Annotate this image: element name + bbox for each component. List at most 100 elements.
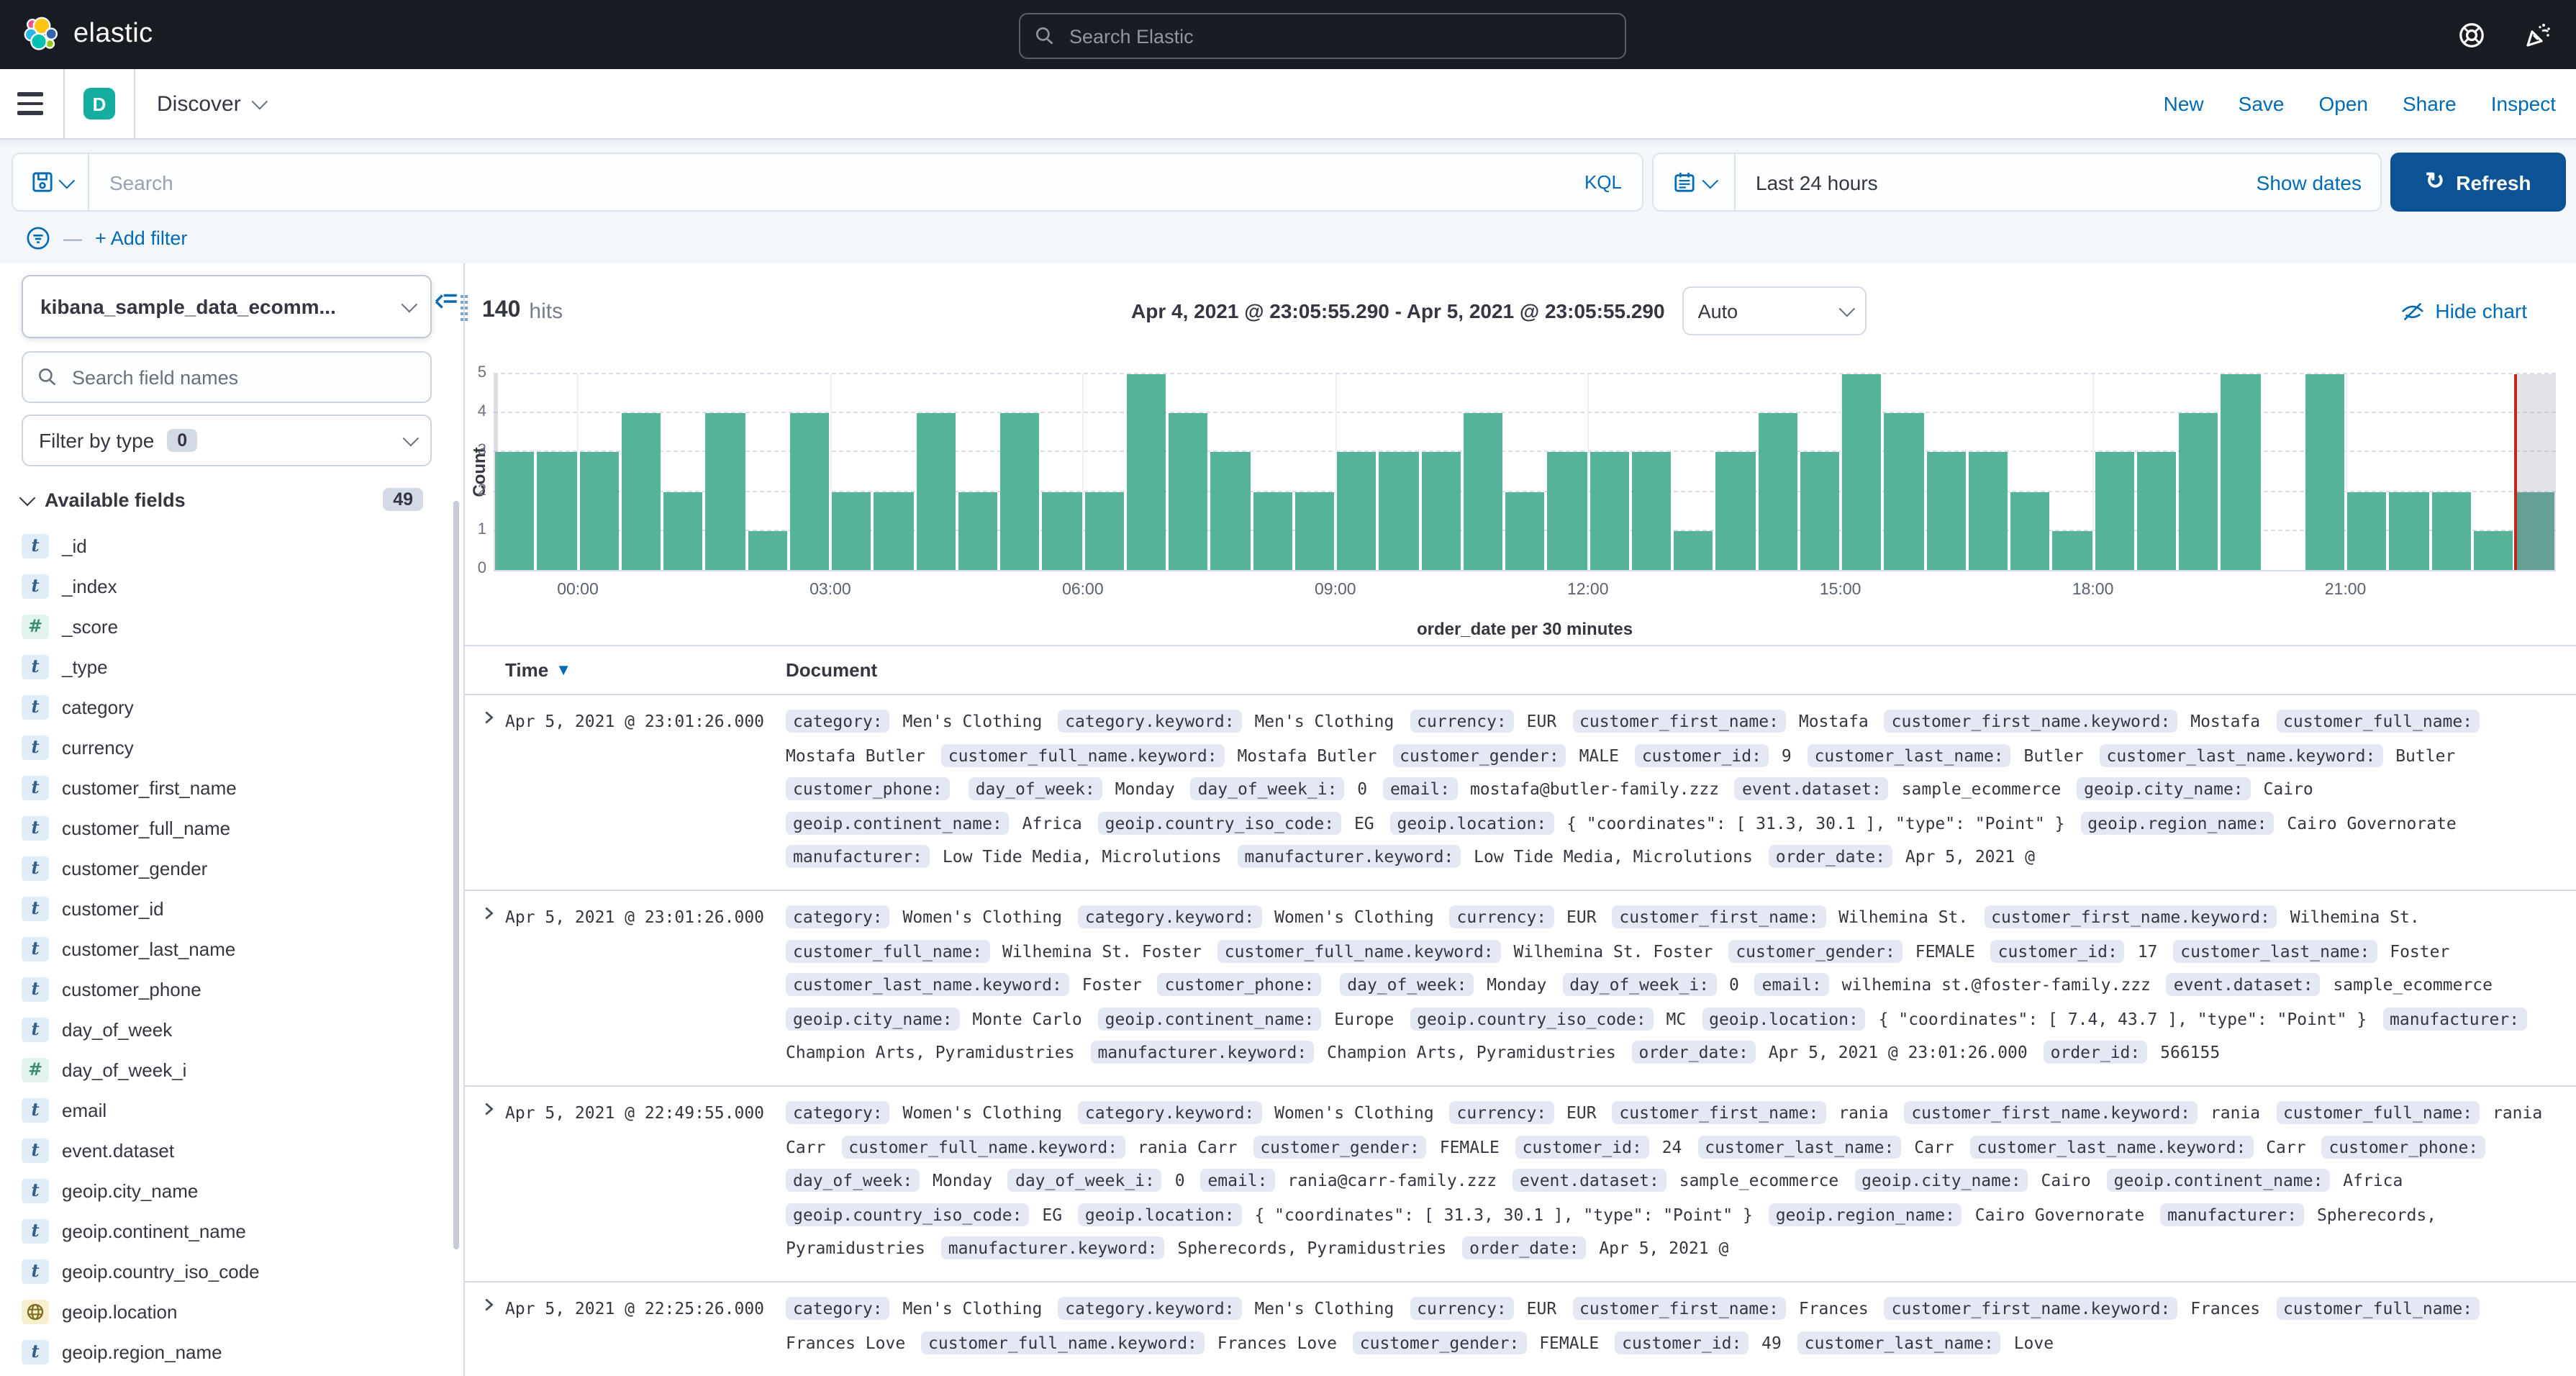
histogram-bar (1926, 452, 1966, 570)
sidebar-field-email[interactable]: t email (22, 1090, 432, 1130)
histogram-bar (1337, 452, 1377, 570)
field-value: Cairo (2253, 779, 2313, 799)
sidebar-field-_score[interactable]: # _score (22, 606, 432, 646)
sidebar-field-customer_full_name[interactable]: t customer_full_name (22, 807, 432, 848)
date-quick-select-button[interactable] (1654, 154, 1736, 210)
help-icon[interactable] (2458, 21, 2485, 48)
histogram-bar (663, 492, 703, 570)
query-input[interactable]: KQL (12, 153, 1643, 212)
row-time: Apr 5, 2021 @ 23:01:26.000 (505, 711, 765, 731)
elastic-logo[interactable]: elastic (23, 16, 153, 53)
field-value: Cairo Governorate (2277, 813, 2457, 833)
chevron-down-icon (1702, 171, 1719, 189)
menu-icon[interactable] (17, 92, 43, 115)
nav-action-open[interactable]: Open (2318, 92, 2369, 115)
sidebar-field-customer_phone[interactable]: t customer_phone (22, 969, 432, 1009)
field-value: Butler (2013, 745, 2094, 765)
sidebar-field-event.dataset[interactable]: t event.dataset (22, 1130, 432, 1170)
time-range-button[interactable]: Last 24 hours (1756, 171, 1878, 194)
field-name-badge: currency: (1410, 710, 1514, 733)
histogram-bar (1631, 452, 1671, 570)
nav-action-inspect[interactable]: Inspect (2490, 92, 2556, 115)
available-fields-header[interactable]: Available fields 49 (19, 488, 432, 511)
nav-action-save[interactable]: Save (2238, 92, 2285, 115)
search-input[interactable] (89, 171, 1584, 194)
field-search-input[interactable] (69, 365, 416, 389)
field-name-badge: customer_full_name: (2276, 1297, 2480, 1320)
expand-row-button[interactable] (479, 695, 505, 890)
table-row: Apr 5, 2021 @ 22:49:55.000 category: Wome… (465, 1087, 2576, 1282)
field-name-badge: category: (786, 1297, 890, 1320)
filter-type-count-badge: 0 (167, 429, 198, 452)
expand-row-button[interactable] (479, 891, 505, 1085)
sidebar-field-geoip.continent_name[interactable]: t geoip.continent_name (22, 1210, 432, 1251)
gridline (494, 412, 2556, 414)
y-axis-tick-label: 3 (477, 442, 486, 460)
field-value: Wilhemina St. Foster (992, 941, 1212, 961)
index-pattern-selector[interactable]: kibana_sample_data_ecomm... (22, 275, 432, 338)
sidebar-field-geoip.location[interactable]: geoip.location (22, 1291, 432, 1331)
current-time-marker (2513, 374, 2517, 570)
sidebar-field-geoip.region_name[interactable]: t geoip.region_name (22, 1331, 432, 1372)
sidebar-field-day_of_week_i[interactable]: # day_of_week_i (22, 1049, 432, 1090)
histogram-bar (1547, 452, 1587, 570)
sidebar-field-_type[interactable]: t _type (22, 646, 432, 687)
row-time: Apr 5, 2021 @ 22:49:55.000 (505, 1103, 765, 1123)
show-dates-button[interactable]: Show dates (2256, 171, 2362, 194)
sidebar-field-category[interactable]: t category (22, 687, 432, 727)
global-search-input[interactable] (1066, 24, 1610, 48)
sidebar-field-customer_first_name[interactable]: t customer_first_name (22, 767, 432, 807)
nav-action-share[interactable]: Share (2403, 92, 2457, 115)
field-search-box[interactable] (22, 351, 432, 403)
sidebar-field-_index[interactable]: t _index (22, 566, 432, 606)
news-icon[interactable] (2524, 20, 2553, 49)
column-header-time[interactable]: Time ▼ (505, 659, 571, 681)
histogram-bar (1463, 413, 1502, 570)
breadcrumb[interactable]: Discover (157, 91, 268, 116)
sidebar-field-_id[interactable]: t _id (22, 525, 432, 566)
global-search-box[interactable] (1019, 13, 1626, 59)
sidebar-field-customer_id[interactable]: t customer_id (22, 888, 432, 928)
interval-select[interactable]: Auto (1682, 286, 1867, 335)
chevron-right-icon (485, 907, 494, 920)
field-name-badge: manufacturer: (2382, 1007, 2527, 1030)
histogram-bar (1084, 492, 1124, 570)
filter-bar: — + Add filter (12, 212, 2566, 263)
query-language-button[interactable]: KQL (1584, 171, 1622, 193)
panel-resize-handle[interactable] (461, 295, 468, 321)
histogram-bar (1253, 492, 1292, 570)
filter-by-type-button[interactable]: Filter by type 0 (22, 415, 432, 466)
search-icon (1036, 27, 1053, 45)
sidebar-field-geoip.country_iso_code[interactable]: t geoip.country_iso_code (22, 1251, 432, 1291)
field-name-badge: order_date: (1462, 1236, 1587, 1259)
field-name: email (62, 1099, 107, 1121)
field-value: 17 (2127, 941, 2168, 961)
field-value: EUR (1556, 907, 1607, 927)
collapse-sidebar-icon[interactable] (435, 289, 459, 314)
sort-descending-icon[interactable]: ▼ (555, 661, 571, 679)
hide-chart-button[interactable]: Hide chart (2400, 299, 2527, 323)
row-document: category: Men's Clothing category.keywor… (786, 695, 2576, 885)
chart-plot-area[interactable] (494, 373, 2556, 571)
filter-icon[interactable] (26, 225, 50, 250)
histogram-bar (1000, 413, 1040, 570)
sidebar-field-currency[interactable]: t currency (22, 727, 432, 767)
field-value: Europe (1324, 1008, 1405, 1028)
chevron-down-icon (401, 296, 418, 313)
sidebar-field-customer_gender[interactable]: t customer_gender (22, 848, 432, 888)
saved-query-button[interactable] (13, 154, 89, 210)
field-name-badge: category.keyword: (1058, 710, 1242, 733)
expand-row-button[interactable] (479, 1087, 505, 1281)
sidebar-scrollbar[interactable] (453, 501, 459, 1249)
add-filter-button[interactable]: + Add filter (95, 227, 188, 248)
sidebar-field-geoip.city_name[interactable]: t geoip.city_name (22, 1170, 432, 1210)
nav-action-new[interactable]: New (2163, 92, 2204, 115)
field-name: day_of_week_i (62, 1059, 187, 1080)
field-name-badge: event.dataset: (1734, 777, 1889, 800)
sidebar-field-customer_last_name[interactable]: t customer_last_name (22, 928, 432, 969)
sidebar-field-day_of_week[interactable]: t day_of_week (22, 1009, 432, 1049)
refresh-button[interactable]: ↻ Refresh (2390, 153, 2566, 212)
field-name-badge: geoip.continent_name: (1097, 1007, 1322, 1030)
expand-row-button[interactable] (479, 1282, 505, 1376)
